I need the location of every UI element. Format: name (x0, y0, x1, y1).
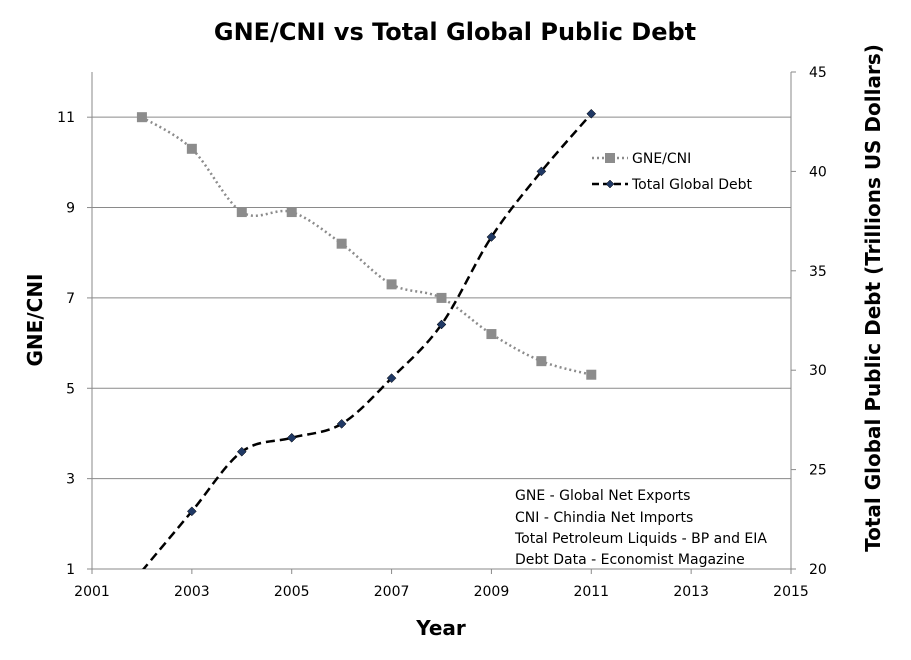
y-tick-label: 1 (66, 562, 75, 578)
series-line-total-global-debt (141, 112, 593, 569)
data-point-gne-cni (586, 369, 597, 380)
series-layer (136, 108, 597, 569)
annotation-line: GNE - Global Net Exports (515, 488, 690, 504)
data-point-total-global-debt (586, 108, 597, 119)
y-tick-label: 9 (66, 201, 75, 217)
data-point-total-global-debt (486, 232, 497, 242)
y-tick-label: 3 (66, 472, 75, 488)
data-point-total-global-debt (536, 166, 547, 177)
x-tick-label: 2001 (74, 584, 110, 600)
data-point-total-global-debt (386, 373, 397, 384)
x-tick-labels: 2001 2003 2005 2007 2009 2011 2013 2015 (74, 584, 809, 600)
data-point-gne-cni (486, 329, 497, 340)
x-tick-label: 2003 (174, 584, 210, 600)
data-point-gne-cni (436, 292, 447, 303)
y-axis-title: GNE/CNI (23, 274, 47, 367)
x-axis-title: Year (415, 616, 466, 640)
data-point-gne-cni (186, 143, 197, 154)
x-tick-label: 2015 (773, 584, 809, 600)
data-point-gne-cni (536, 356, 547, 367)
y-tick-label: 5 (66, 381, 75, 397)
annotation-line: Total Petroleum Liquids - BP and EIA (514, 531, 767, 547)
annotation-line: CNI - Chindia Net Imports (515, 510, 693, 526)
x-tick-label: 2013 (673, 584, 709, 600)
x-tick-label: 2011 (573, 584, 609, 600)
legend-marker-total-global-debt (605, 179, 615, 189)
y2-tick-labels: 20 25 30 35 40 45 (809, 65, 827, 578)
y-tick-label: 7 (66, 291, 75, 307)
y2-tick-label: 25 (809, 463, 827, 479)
x-tick-label: 2007 (374, 584, 410, 600)
series-line-gne-cni (141, 116, 592, 376)
y-tick-label: 11 (57, 110, 75, 126)
y2-tick-label: 30 (809, 363, 827, 379)
y2-tick-label: 20 (809, 562, 827, 578)
y2-tick-label: 40 (809, 164, 827, 180)
data-point-total-global-debt (187, 506, 197, 517)
data-point-total-global-debt (286, 432, 297, 443)
axes (87, 71, 796, 574)
x-tick-label: 2009 (474, 584, 510, 600)
legend: GNE/CNI Total Global Debt (592, 151, 753, 193)
y2-axis-title: Total Global Public Debt (Trillions US D… (861, 44, 885, 552)
data-point-gne-cni (136, 112, 147, 123)
data-point-gne-cni (236, 207, 247, 218)
chart-title: GNE/CNI vs Total Global Public Debt (214, 18, 696, 46)
legend-label-gne-cni: GNE/CNI (632, 151, 691, 167)
data-point-gne-cni (386, 279, 397, 290)
data-point-total-global-debt (236, 446, 247, 457)
annotation-box: GNE - Global Net Exports CNI - Chindia N… (514, 488, 767, 568)
y2-tick-label: 35 (809, 264, 827, 280)
data-point-gne-cni (336, 238, 347, 249)
legend-label-total-global-debt: Total Global Debt (631, 177, 753, 193)
annotation-line: Debt Data - Economist Magazine (515, 552, 745, 568)
y-tick-labels: 1 3 5 7 9 11 (57, 110, 75, 578)
legend-marker-gne-cni (605, 153, 615, 163)
x-tick-label: 2005 (274, 584, 310, 600)
data-point-total-global-debt (336, 419, 347, 429)
data-point-gne-cni (286, 207, 297, 218)
y2-tick-label: 45 (809, 65, 827, 81)
data-point-total-global-debt (436, 319, 447, 330)
